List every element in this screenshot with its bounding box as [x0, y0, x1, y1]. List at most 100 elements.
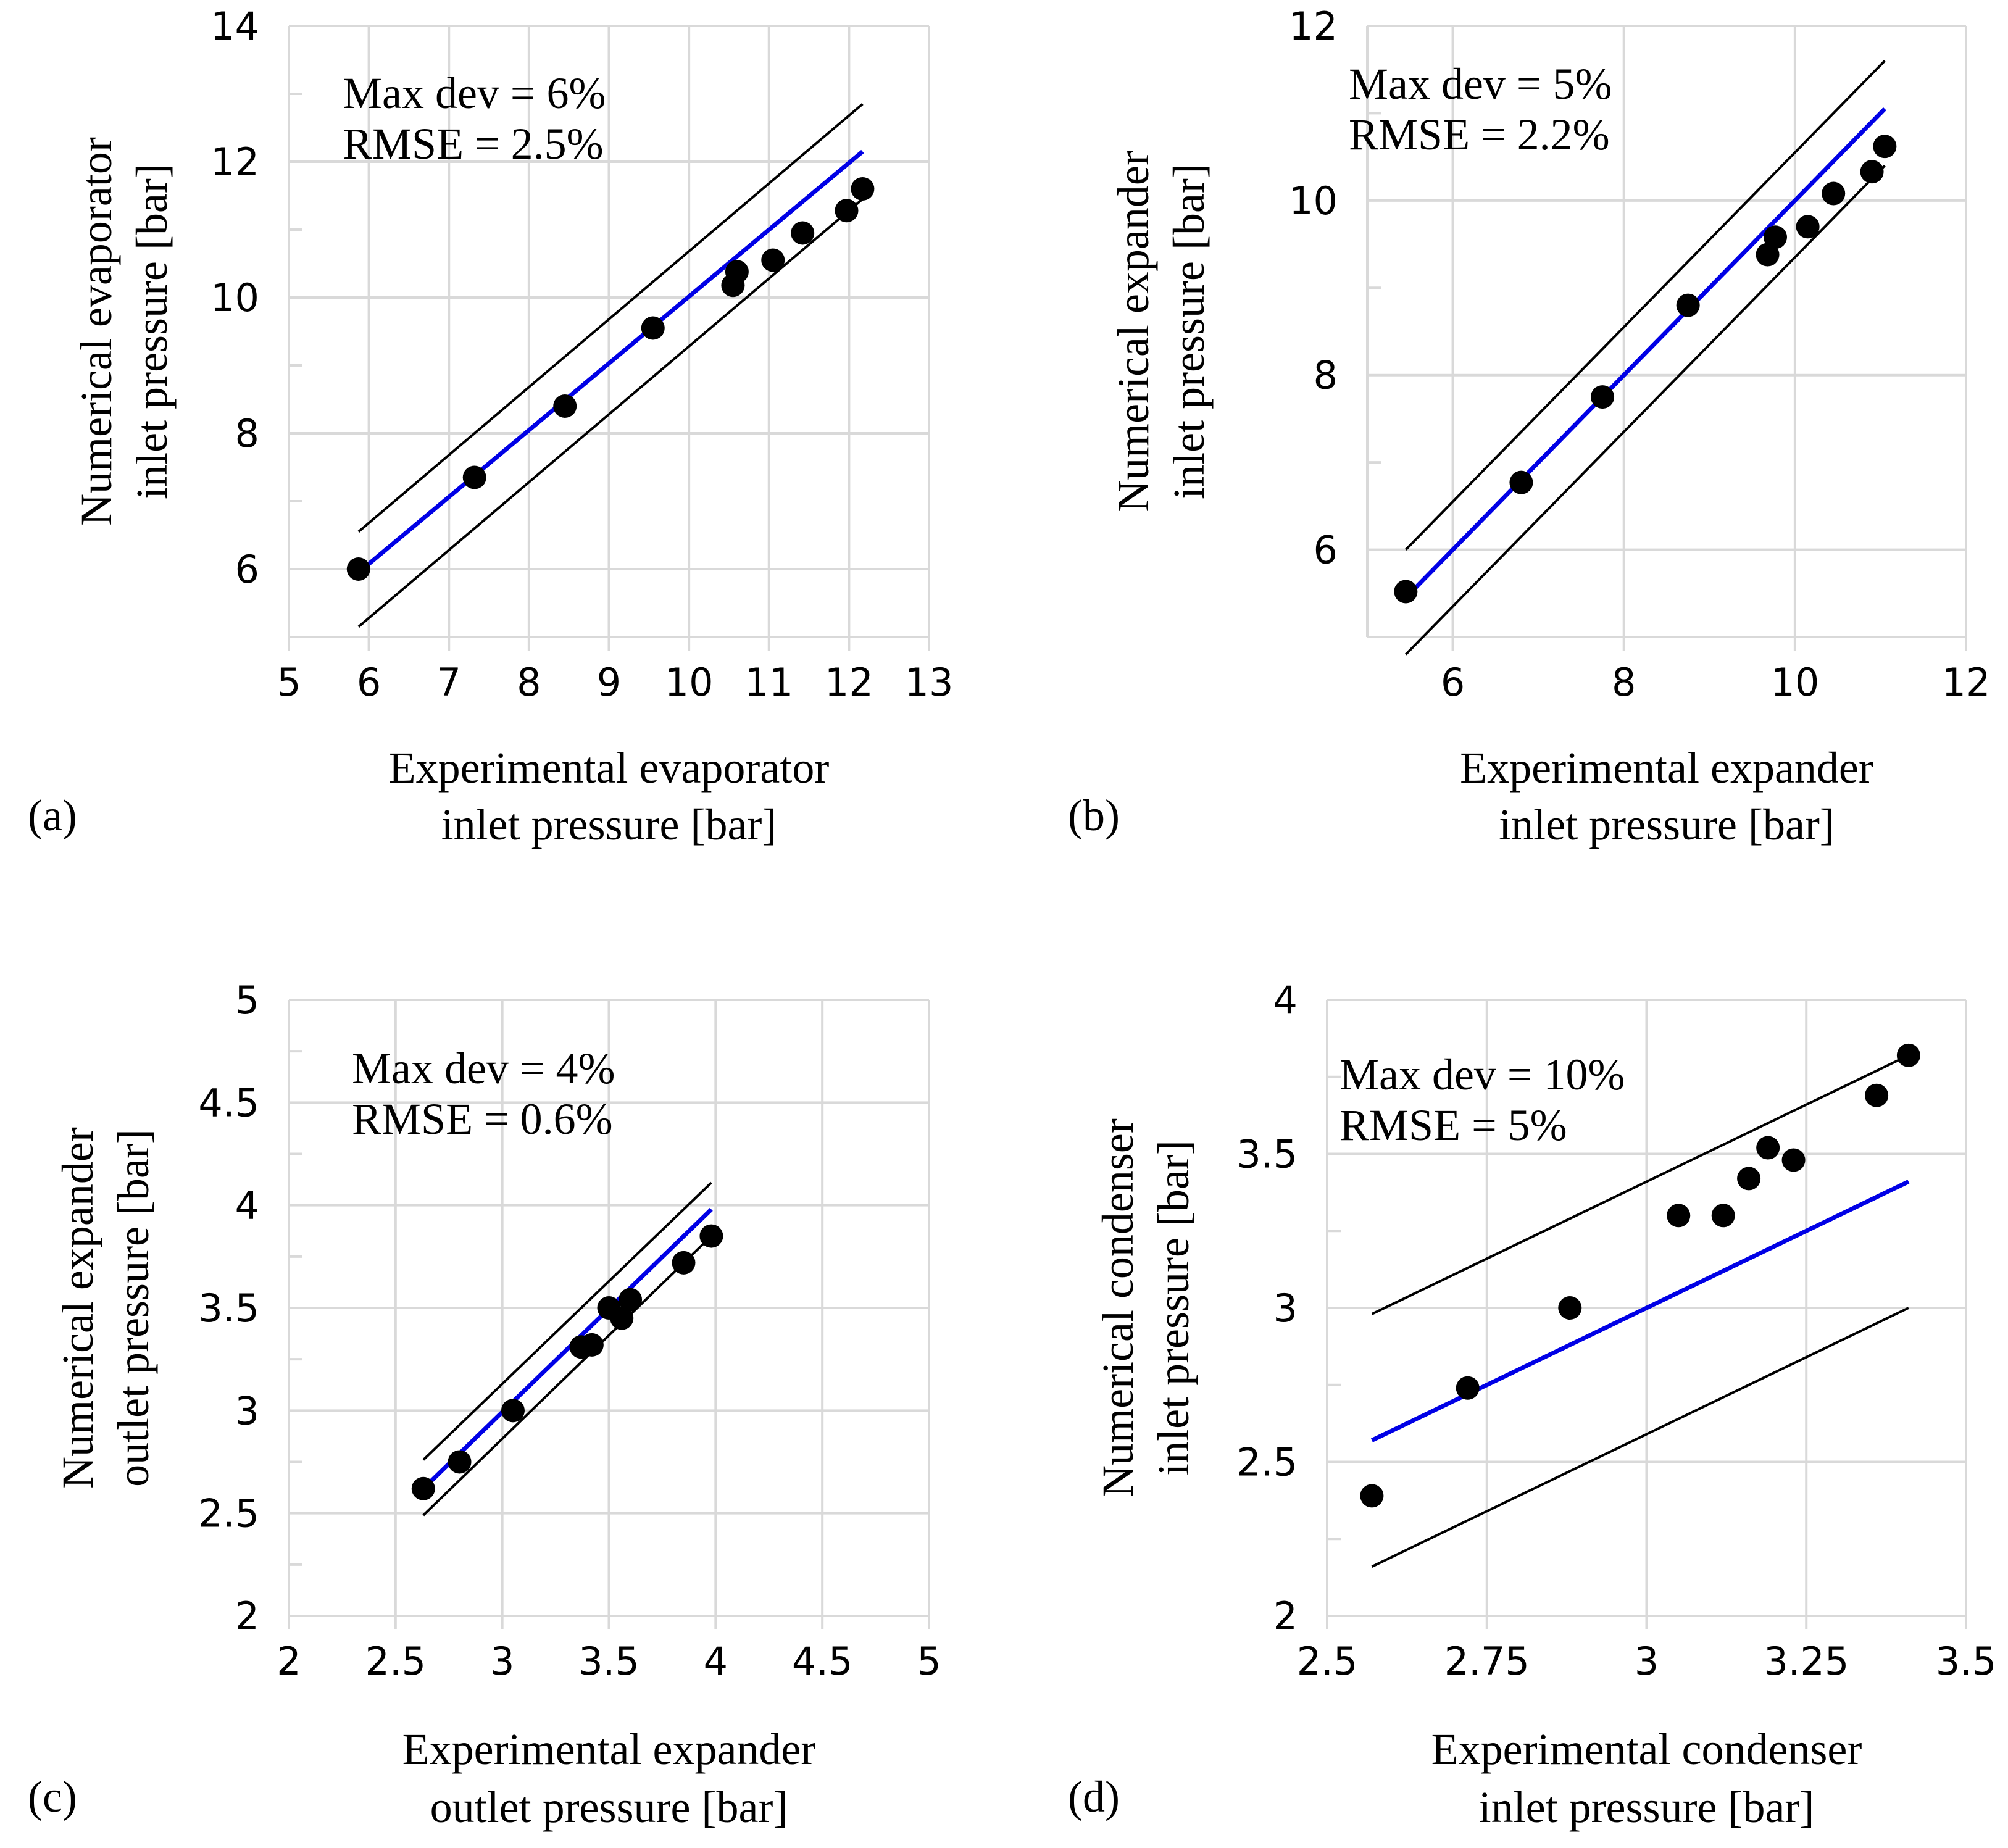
data-point — [1711, 1204, 1735, 1228]
data-point — [1873, 135, 1897, 159]
x-axis-title: inlet pressure [bar] — [1499, 800, 1835, 849]
upper-deviation-line — [357, 102, 864, 533]
data-point — [411, 1476, 435, 1500]
max-dev-annotation: Max dev = 10% — [1339, 1050, 1625, 1099]
panel-c: 2 2.5 3 3.5 4 4.5 5 2 2.5 3 3.5 4 4.5 5 Max dev = 4%RM… — [28, 978, 941, 1832]
data-point — [553, 394, 577, 418]
data-point — [1456, 1376, 1480, 1400]
y-axis-title: inlet pressure [bar] — [1149, 1140, 1198, 1476]
x-tick-label: 4 — [704, 1639, 728, 1684]
data-point — [619, 1288, 643, 1312]
data-point — [791, 221, 815, 245]
data-point — [1763, 225, 1787, 249]
y-tick-label: 2.5 — [198, 1491, 259, 1536]
upper-deviation-line — [422, 1181, 712, 1461]
upper-deviation-line — [1371, 1054, 1909, 1315]
y-axis-title: inlet pressure [bar] — [127, 164, 177, 499]
rmse-annotation: RMSE = 2.5% — [343, 119, 604, 169]
y-tick-label: 3.5 — [198, 1286, 259, 1331]
data-point — [1896, 1043, 1920, 1067]
fit-line — [1370, 1180, 1910, 1442]
x-tick-label: 8 — [1612, 660, 1636, 705]
data-point — [1676, 293, 1700, 317]
x-tick-label: 2 — [277, 1639, 301, 1684]
x-axis-title: Experimental expander — [1460, 743, 1873, 793]
data-point — [1756, 243, 1780, 267]
x-tick-label: 12 — [1942, 660, 1991, 705]
data-point — [672, 1251, 696, 1275]
x-tick-label: 3 — [1635, 1639, 1659, 1684]
lower-deviation-line — [357, 198, 864, 628]
x-tick-label: 4.5 — [792, 1639, 853, 1684]
data-point — [1756, 1136, 1780, 1160]
x-tick-label: 2.5 — [1297, 1639, 1358, 1684]
x-tick-label: 10 — [1770, 660, 1819, 705]
x-tick-label: 8 — [517, 660, 541, 705]
x-tick-label: 3.25 — [1764, 1639, 1849, 1684]
fit-line — [422, 1207, 713, 1491]
max-dev-annotation: Max dev = 4% — [352, 1044, 615, 1093]
x-tick-label: 12 — [825, 660, 873, 705]
data-point — [699, 1224, 723, 1248]
y-axis-title: inlet pressure [bar] — [1164, 164, 1214, 499]
data-point — [610, 1306, 634, 1330]
y-axis-title: outlet pressure [bar] — [109, 1129, 158, 1487]
data-point — [1781, 1148, 1806, 1172]
data-point — [725, 260, 749, 284]
data-point — [501, 1399, 525, 1423]
x-axis-title: Experimental condenser — [1431, 1725, 1862, 1774]
x-tick-label: 13 — [905, 660, 954, 705]
data-point — [448, 1450, 472, 1474]
data-point — [1796, 215, 1820, 239]
fit-line — [357, 149, 864, 575]
data-point — [761, 248, 785, 272]
x-tick-label: 7 — [437, 660, 461, 705]
upper-deviation-line — [1404, 60, 1886, 551]
data-point — [580, 1333, 604, 1357]
x-tick-label: 11 — [744, 660, 793, 705]
lower-deviation-line — [1371, 1307, 1909, 1568]
data-point — [641, 316, 665, 340]
y-tick-label: 4 — [1273, 978, 1298, 1023]
data-point — [1667, 1204, 1691, 1228]
x-tick-label: 2.5 — [365, 1639, 427, 1684]
x-tick-label: 2.75 — [1444, 1639, 1530, 1684]
y-axis-title: Numerical expander — [53, 1127, 102, 1489]
y-tick-label: 2 — [235, 1594, 259, 1639]
data-point — [1822, 181, 1846, 206]
x-tick-label: 5 — [277, 660, 301, 705]
y-tick-label: 4 — [235, 1183, 259, 1228]
x-axis-title: outlet pressure [bar] — [430, 1783, 788, 1832]
rmse-annotation: RMSE = 0.6% — [352, 1094, 613, 1144]
rmse-annotation: RMSE = 2.2% — [1349, 110, 1610, 159]
y-tick-label: 6 — [235, 547, 259, 592]
data-point — [1394, 580, 1418, 604]
y-axis-title: Numerical evaporator — [72, 137, 121, 526]
data-point — [462, 465, 486, 489]
panel-label: (c) — [28, 1772, 77, 1821]
panel-label: (d) — [1068, 1772, 1120, 1821]
x-tick-label: 6 — [1441, 660, 1465, 705]
x-axis-title: inlet pressure [bar] — [441, 800, 777, 849]
x-tick-label: 5 — [917, 1639, 941, 1684]
y-tick-label: 6 — [1314, 528, 1338, 573]
y-axis-title: Numerical condenser — [1093, 1118, 1143, 1497]
data-point — [1509, 470, 1533, 494]
x-tick-label: 3.5 — [1936, 1639, 1997, 1684]
x-tick-label: 9 — [597, 660, 621, 705]
rmse-annotation: RMSE = 5% — [1339, 1101, 1567, 1150]
data-point — [835, 199, 859, 223]
y-tick-label: 3 — [235, 1388, 259, 1433]
panel-label: (b) — [1068, 791, 1120, 840]
y-tick-label: 8 — [1314, 353, 1338, 398]
y-tick-label: 10 — [1289, 178, 1338, 223]
data-point — [1860, 160, 1884, 184]
data-point — [1737, 1167, 1761, 1191]
y-tick-label: 3.5 — [1236, 1132, 1298, 1177]
data-point — [1865, 1083, 1889, 1107]
max-dev-annotation: Max dev = 5% — [1349, 59, 1612, 109]
y-tick-label: 8 — [235, 411, 259, 456]
